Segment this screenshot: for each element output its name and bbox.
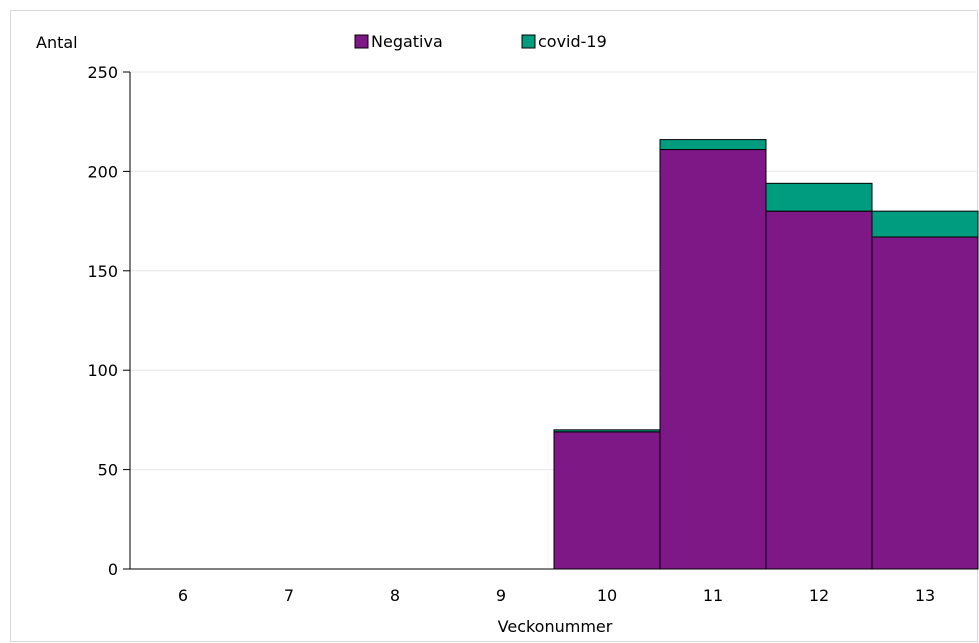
y-tick-label: 50: [98, 461, 118, 480]
bar-covid-19-12: [765, 182, 873, 212]
bar-negativa-11: [659, 149, 767, 570]
legend-label: covid-19: [538, 32, 607, 51]
x-tick-label: 12: [809, 586, 829, 605]
bar-negativa-13: [871, 236, 979, 570]
y-tick-label: 0: [108, 560, 118, 579]
bar-covid-19-10: [553, 429, 661, 433]
axes: [129, 72, 978, 570]
x-axis-title: Veckonummer: [498, 617, 613, 636]
legend: Negativa covid-19: [354, 32, 607, 51]
legend-swatch: [521, 34, 536, 49]
y-axis-title: Antal: [36, 33, 78, 52]
y-tick-label: 200: [87, 162, 118, 181]
legend-swatch: [354, 34, 369, 49]
bars: [553, 139, 979, 570]
x-tick-label: 10: [597, 586, 617, 605]
x-tick-label: 13: [915, 586, 935, 605]
x-tick-labels: 6 7 8 9 10 11 12 13: [178, 586, 935, 605]
y-tick-labels: 0 50 100 150 200 250: [87, 63, 130, 579]
y-tick-label: 150: [87, 262, 118, 281]
y-tick-label: 250: [87, 63, 118, 82]
bar-negativa-10: [553, 431, 661, 570]
x-tick-label: 11: [703, 586, 723, 605]
bar-covid-19-11: [659, 139, 767, 151]
bar-negativa-12: [765, 210, 873, 570]
x-tick-label: 8: [390, 586, 400, 605]
x-tick-label: 9: [496, 586, 506, 605]
bar-covid-19-13: [871, 210, 979, 238]
x-tick-label: 6: [178, 586, 188, 605]
legend-label: Negativa: [371, 32, 443, 51]
x-tick-label: 7: [284, 586, 294, 605]
y-tick-label: 100: [87, 361, 118, 380]
